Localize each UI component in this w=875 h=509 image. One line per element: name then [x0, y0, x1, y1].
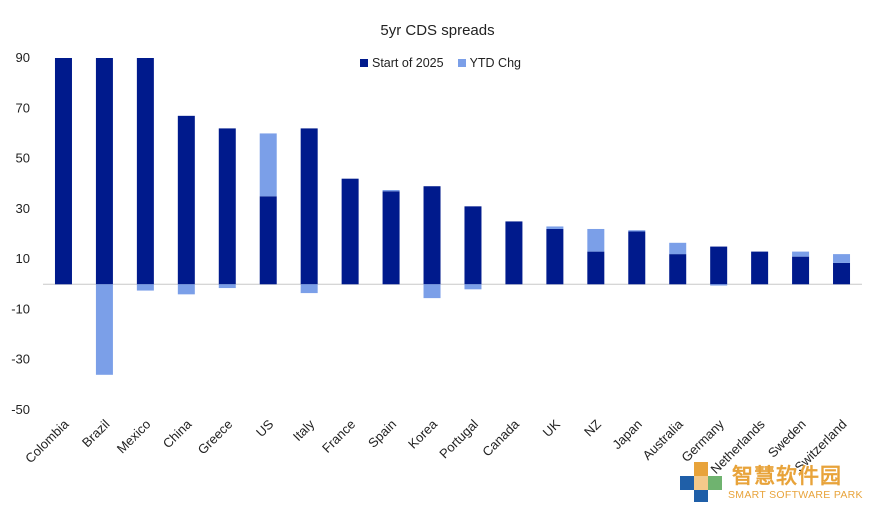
bar-start-mexico — [136, 58, 154, 285]
bar-start-us — [259, 196, 277, 285]
bar-start-germany — [710, 246, 728, 285]
legend-item-start: Start of 2025 — [360, 56, 444, 70]
bar-start-korea — [423, 186, 441, 285]
x-tick-label: Korea — [405, 416, 441, 452]
x-tick-label: Greece — [195, 417, 236, 458]
x-tick-label: Colombia — [22, 416, 72, 466]
legend-item-ytd: YTD Chg — [457, 56, 521, 70]
x-tick-label: China — [160, 416, 195, 451]
bar-ytd-greece — [218, 284, 236, 289]
x-tick-label: France — [319, 417, 358, 456]
bar-start-colombia — [54, 58, 72, 285]
x-tick-label: Mexico — [114, 417, 154, 457]
bar-start-netherlands — [751, 251, 769, 285]
chart-title: 5yr CDS spreads — [380, 22, 495, 39]
x-tick-label: Italy — [290, 416, 318, 444]
legend-label-start: Start of 2025 — [372, 56, 444, 70]
x-tick-label: Canada — [479, 416, 522, 459]
watermark-chinese: 智慧软件园 — [732, 464, 842, 488]
bar-start-greece — [218, 128, 236, 285]
bar-ytd-us — [259, 133, 277, 197]
legend-swatch-start — [360, 59, 368, 67]
chart-legend: Start of 2025 YTD Chg — [360, 56, 535, 70]
x-tick-label: US — [253, 416, 277, 440]
x-tick-label: Spain — [365, 417, 399, 451]
y-tick-label: 30 — [16, 201, 30, 216]
x-tick-label: NZ — [581, 416, 604, 439]
bar-ytd-switzerland — [833, 254, 851, 263]
bar-ytd-germany — [710, 284, 728, 286]
bar-start-nz — [587, 251, 605, 285]
bar-ytd-china — [177, 284, 195, 295]
bar-start-france — [341, 178, 359, 285]
bar-ytd-uk — [546, 226, 564, 229]
bar-start-uk — [546, 228, 564, 285]
bar-start-portugal — [464, 206, 482, 285]
bar-ytd-japan — [628, 230, 646, 232]
bar-start-sweden — [792, 256, 810, 285]
y-tick-label: 90 — [16, 50, 30, 65]
bar-start-brazil — [95, 58, 113, 285]
y-tick-label: -10 — [11, 301, 30, 316]
x-tick-label: Japan — [609, 417, 645, 453]
legend-label-ytd: YTD Chg — [469, 56, 521, 70]
bar-start-spain — [382, 191, 400, 285]
y-tick-label: -30 — [11, 352, 30, 367]
bar-ytd-nz — [587, 228, 605, 252]
bar-start-switzerland — [833, 262, 851, 285]
bar-ytd-korea — [423, 284, 441, 299]
x-tick-label: Portugal — [436, 416, 481, 461]
y-tick-label: 70 — [16, 100, 30, 115]
bar-ytd-australia — [669, 242, 687, 255]
bar-start-canada — [505, 221, 523, 285]
legend-swatch-ytd — [457, 59, 466, 67]
y-tick-label: 50 — [16, 151, 30, 166]
watermark-english: SMART SOFTWARE PARK — [728, 489, 863, 501]
bar-ytd-spain — [382, 190, 400, 192]
bar-ytd-brazil — [95, 284, 113, 375]
bar-start-italy — [300, 128, 318, 285]
bar-ytd-sweden — [792, 251, 810, 257]
y-tick-label: -50 — [11, 402, 30, 417]
y-tick-label: 10 — [16, 251, 30, 266]
bar-start-japan — [628, 231, 646, 285]
x-tick-label: UK — [540, 416, 564, 440]
bar-ytd-italy — [300, 284, 318, 294]
watermark-logo: 智慧软件园 SMART SOFTWARE PARK — [680, 460, 870, 506]
x-tick-label: Brazil — [79, 416, 113, 450]
watermark-mark-icon — [680, 462, 722, 502]
bar-ytd-mexico — [136, 284, 154, 291]
bar-start-australia — [669, 254, 687, 285]
bar-ytd-portugal — [464, 284, 482, 290]
bar-start-china — [177, 115, 195, 285]
